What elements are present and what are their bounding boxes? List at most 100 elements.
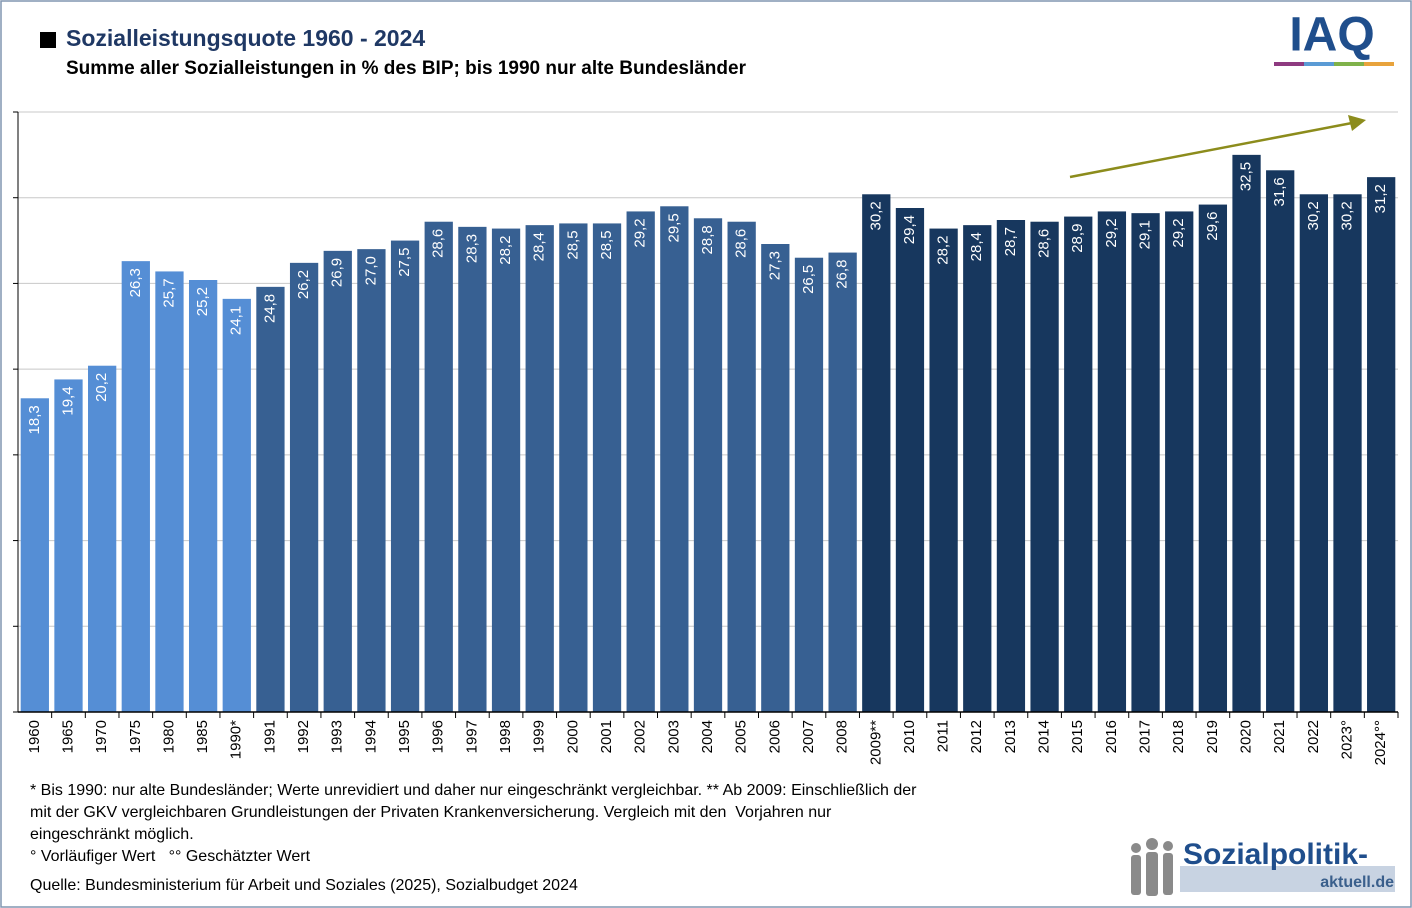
x-tick-label: 2017 <box>1137 720 1154 753</box>
bar <box>794 257 824 712</box>
x-tick-label: 1970 <box>93 720 110 753</box>
bar <box>1367 177 1396 713</box>
x-tick-label: 2009** <box>867 720 884 765</box>
x-tick-label: 1975 <box>127 720 144 753</box>
x-tick-label: 2022 <box>1305 720 1322 753</box>
x-tick-label: 2020 <box>1238 720 1255 753</box>
footer: * Bis 1990: nur alte Bundesländer; Werte… <box>30 782 917 894</box>
source: Quelle: Bundesministerium für Arbeit und… <box>30 877 578 894</box>
value-label: 28,2 <box>497 236 514 265</box>
value-label: 27,0 <box>362 256 379 285</box>
value-label: 25,2 <box>194 287 211 316</box>
value-label: 28,5 <box>564 230 581 259</box>
x-tick-label: 2019 <box>1204 720 1221 753</box>
bar <box>188 280 218 712</box>
bar <box>289 262 319 712</box>
value-label: 25,7 <box>160 278 177 307</box>
bar <box>222 298 251 712</box>
bar <box>525 225 554 712</box>
bar <box>458 226 487 712</box>
site-logo: aktuell.de <box>1320 874 1394 891</box>
iaq-stripes <box>1274 62 1394 66</box>
value-label: 29,2 <box>1103 218 1120 247</box>
chart-title: Sozialleistungsquote 1960 - 2024 <box>66 25 425 51</box>
x-tick-label: 1960 <box>26 720 43 753</box>
bar <box>996 220 1026 712</box>
x-tick-label: 1980 <box>160 720 177 753</box>
x-tick-label: 2015 <box>1069 720 1086 753</box>
value-label: 27,3 <box>766 251 783 280</box>
bar <box>660 206 689 713</box>
value-label: 28,8 <box>699 225 716 254</box>
bar <box>424 221 453 712</box>
bar <box>88 365 117 712</box>
footnote: ° Vorläufiger Wert °° Geschätzter Wert <box>30 848 311 865</box>
x-tick-label: 2011 <box>935 720 952 752</box>
bar <box>929 228 958 713</box>
value-label: 28,3 <box>463 234 480 263</box>
value-label: 29,2 <box>1170 218 1187 247</box>
x-tick-label: 2013 <box>1002 720 1019 753</box>
bar <box>862 194 891 713</box>
value-label: 28,6 <box>430 229 447 258</box>
bar <box>1232 154 1261 712</box>
bar <box>592 223 622 712</box>
site-logo: Sozialpolitik- <box>1183 838 1368 871</box>
x-tick-label: 2005 <box>733 720 750 753</box>
bar <box>1165 211 1194 712</box>
bar <box>895 208 925 712</box>
value-label: 20,2 <box>93 373 110 402</box>
x-tick-label: 1993 <box>329 720 346 753</box>
x-tick-label: 2002 <box>632 720 649 753</box>
bar <box>357 249 386 712</box>
value-label: 29,4 <box>901 215 918 244</box>
value-label: 18,3 <box>26 405 43 434</box>
value-label: 30,2 <box>867 201 884 230</box>
bar <box>390 240 420 713</box>
bar <box>121 261 150 712</box>
value-label: 28,4 <box>968 232 985 261</box>
bar <box>155 271 184 712</box>
value-label: 26,9 <box>329 258 346 287</box>
bar <box>1097 211 1127 712</box>
value-label: 31,6 <box>1271 177 1288 206</box>
bar <box>491 228 521 713</box>
value-label: 28,6 <box>733 229 750 258</box>
x-tick-label: 1991 <box>261 720 278 753</box>
value-label: 30,2 <box>1338 201 1355 230</box>
bar <box>256 286 285 712</box>
value-label: 32,5 <box>1238 162 1255 191</box>
bar <box>323 250 352 712</box>
value-label: 24,8 <box>261 294 278 323</box>
x-tick-label: 2018 <box>1170 720 1187 753</box>
iaq-logo: IAQ <box>1289 9 1374 62</box>
value-label: 30,2 <box>1305 201 1322 230</box>
bar <box>54 379 83 712</box>
value-label: 28,4 <box>531 232 548 261</box>
value-label: 26,8 <box>834 260 851 289</box>
x-tick-label: 2003 <box>665 720 682 753</box>
x-tick-label: 2024°° <box>1372 720 1389 765</box>
value-label: 31,2 <box>1372 184 1389 213</box>
x-tick-label: 1992 <box>295 720 312 753</box>
x-tick-label: 1995 <box>396 720 413 753</box>
footnote: * Bis 1990: nur alte Bundesländer; Werte… <box>30 782 917 799</box>
value-label: 24,1 <box>228 306 245 335</box>
x-tick-label: 2007 <box>800 720 817 753</box>
title-marker <box>40 32 56 48</box>
chart-subtitle: Summe aller Sozialleistungen in % des BI… <box>66 58 747 79</box>
value-label: 26,5 <box>800 265 817 294</box>
x-tick-label: 2023° <box>1338 720 1355 759</box>
bar <box>1299 194 1328 713</box>
x-tick-label: 1996 <box>430 720 447 753</box>
value-label: 29,6 <box>1204 212 1221 241</box>
bar <box>20 398 49 712</box>
bar <box>1064 216 1093 713</box>
x-tick-label: 1998 <box>497 720 514 753</box>
bar <box>761 244 790 712</box>
x-tick-label: 2014 <box>1036 720 1053 753</box>
value-label: 29,1 <box>1137 220 1154 249</box>
value-label: 29,5 <box>665 213 682 242</box>
footnote: mit der GKV vergleichbaren Grundleistung… <box>30 804 832 821</box>
